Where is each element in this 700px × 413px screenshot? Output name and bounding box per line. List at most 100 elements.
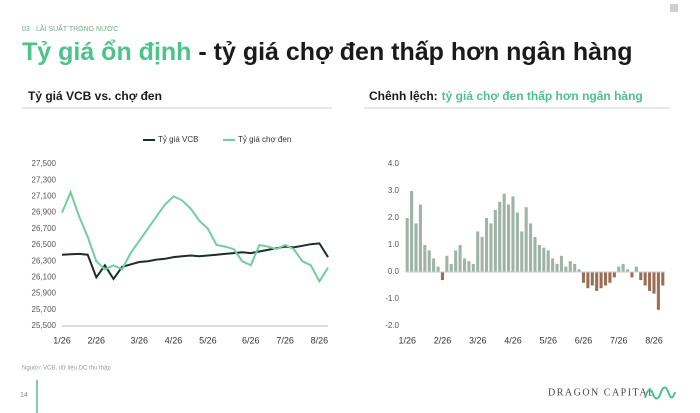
legend-label: Tỷ giá chợ đen: [238, 135, 291, 144]
bar: [454, 250, 458, 272]
bar: [414, 223, 418, 272]
y-tick-label: 26,500: [32, 240, 57, 249]
x-tick-label: 4/26: [504, 335, 522, 345]
bar: [590, 272, 594, 286]
x-tick-label: 6/26: [242, 335, 260, 345]
y-tick-label: 25,500: [32, 321, 57, 330]
page-number: 14: [20, 392, 28, 399]
bar: [555, 263, 559, 272]
bar: [405, 218, 409, 272]
x-tick-label: 6/26: [575, 335, 593, 345]
bar: [661, 272, 665, 286]
bar: [542, 247, 546, 272]
series-line: [61, 189, 329, 284]
bar: [445, 255, 449, 272]
x-tick-label: 7/26: [276, 335, 294, 345]
bar: [498, 201, 502, 272]
x-tick-label: 3/26: [469, 335, 487, 345]
y-tick-label: 2.0: [388, 213, 400, 222]
bar: [436, 266, 440, 272]
y-tick-label: 25,700: [32, 305, 57, 314]
y-tick-label: 26,900: [32, 208, 57, 217]
bar: [634, 266, 638, 272]
bar: [581, 272, 586, 283]
bar: [480, 236, 484, 272]
bar: [573, 263, 577, 272]
bar: [440, 272, 444, 281]
y-tick-label: 25,900: [32, 289, 57, 298]
bar: [529, 223, 533, 272]
bar: [564, 266, 568, 272]
x-tick-label: 1/26: [398, 335, 416, 345]
title-highlight: Tỷ giá ổn định: [22, 38, 191, 66]
bar: [621, 263, 625, 272]
legend-label: Tỷ giá VCB: [158, 135, 198, 144]
bar: [639, 272, 643, 281]
x-tick-label: 3/26: [130, 335, 148, 345]
bar: [599, 272, 603, 289]
y-tick-label: 0.0: [388, 267, 400, 276]
corner-icon: [670, 4, 678, 12]
bar: [489, 223, 493, 272]
x-tick-label: 7/26: [610, 335, 628, 345]
bar: [471, 263, 475, 272]
bar: [586, 272, 590, 289]
brand-logo: [644, 386, 676, 400]
y-tick-label: 26,300: [32, 256, 57, 265]
chart-title: Tỷ giá VCB vs. chợ đen: [28, 89, 162, 103]
brand-name: DRAGON CAPITAL: [548, 387, 656, 398]
bar: [511, 196, 515, 272]
y-tick-label: 3.0: [388, 186, 400, 195]
y-tick-label: -1.0: [385, 294, 399, 303]
y-tick-label: 27,300: [32, 175, 57, 184]
bar: [476, 231, 480, 272]
bar: [458, 245, 462, 272]
bar: [656, 272, 660, 310]
y-tick-label: 1.0: [388, 240, 400, 249]
x-tick-label: 4/26: [165, 335, 183, 345]
bar: [462, 258, 467, 272]
bar: [515, 212, 519, 272]
bar: [502, 193, 506, 272]
bar: [577, 269, 581, 272]
bar: [467, 261, 471, 272]
bar: [551, 258, 555, 272]
slide-title: Tỷ giá ổn định - tỷ giá chợ đen thấp hơn…: [22, 38, 633, 66]
bar: [608, 272, 612, 283]
bar: [648, 272, 652, 291]
y-tick-label: 26,100: [32, 273, 57, 282]
x-tick-label: 5/26: [539, 335, 557, 345]
x-tick-label: 5/26: [199, 335, 217, 345]
bar: [603, 272, 608, 286]
title-highlight: tỷ giá chợ đen thấp hơn ngân hàng: [442, 89, 643, 103]
bar: [643, 272, 647, 286]
bar: [595, 272, 599, 291]
y-tick-label: 4.0: [388, 159, 400, 168]
bar: [626, 269, 630, 272]
x-tick-label: 2/26: [434, 335, 452, 345]
y-tick-label: 26,700: [32, 224, 57, 233]
bar: [537, 245, 541, 272]
bar: [493, 209, 497, 272]
bar: [507, 204, 511, 272]
bar: [449, 263, 453, 272]
bar: [533, 236, 537, 272]
bar: [484, 218, 489, 272]
x-tick-label: 8/26: [311, 335, 329, 345]
bar: [617, 266, 621, 272]
chart-title: Chênh lệch: tỷ giá chợ đen thấp hơn ngân …: [369, 89, 643, 103]
bar: [423, 245, 427, 272]
bar: [546, 250, 550, 272]
bar: [520, 231, 524, 272]
title-prefix: Chênh lệch:: [369, 89, 438, 103]
bar: [559, 255, 563, 272]
title-rest: - tỷ giá chợ đen thấp hơn ngân hàng: [191, 38, 632, 66]
source-note: Nguồn: VCB, dữ liệu DC thu thập: [22, 366, 111, 372]
x-tick-label: 1/26: [53, 335, 71, 345]
bar: [524, 207, 528, 272]
x-tick-label: 2/26: [88, 335, 106, 345]
y-tick-label: -2.0: [385, 321, 399, 330]
section-label: 03 · LÃI SUẤT TRONG NƯỚC: [22, 23, 118, 33]
